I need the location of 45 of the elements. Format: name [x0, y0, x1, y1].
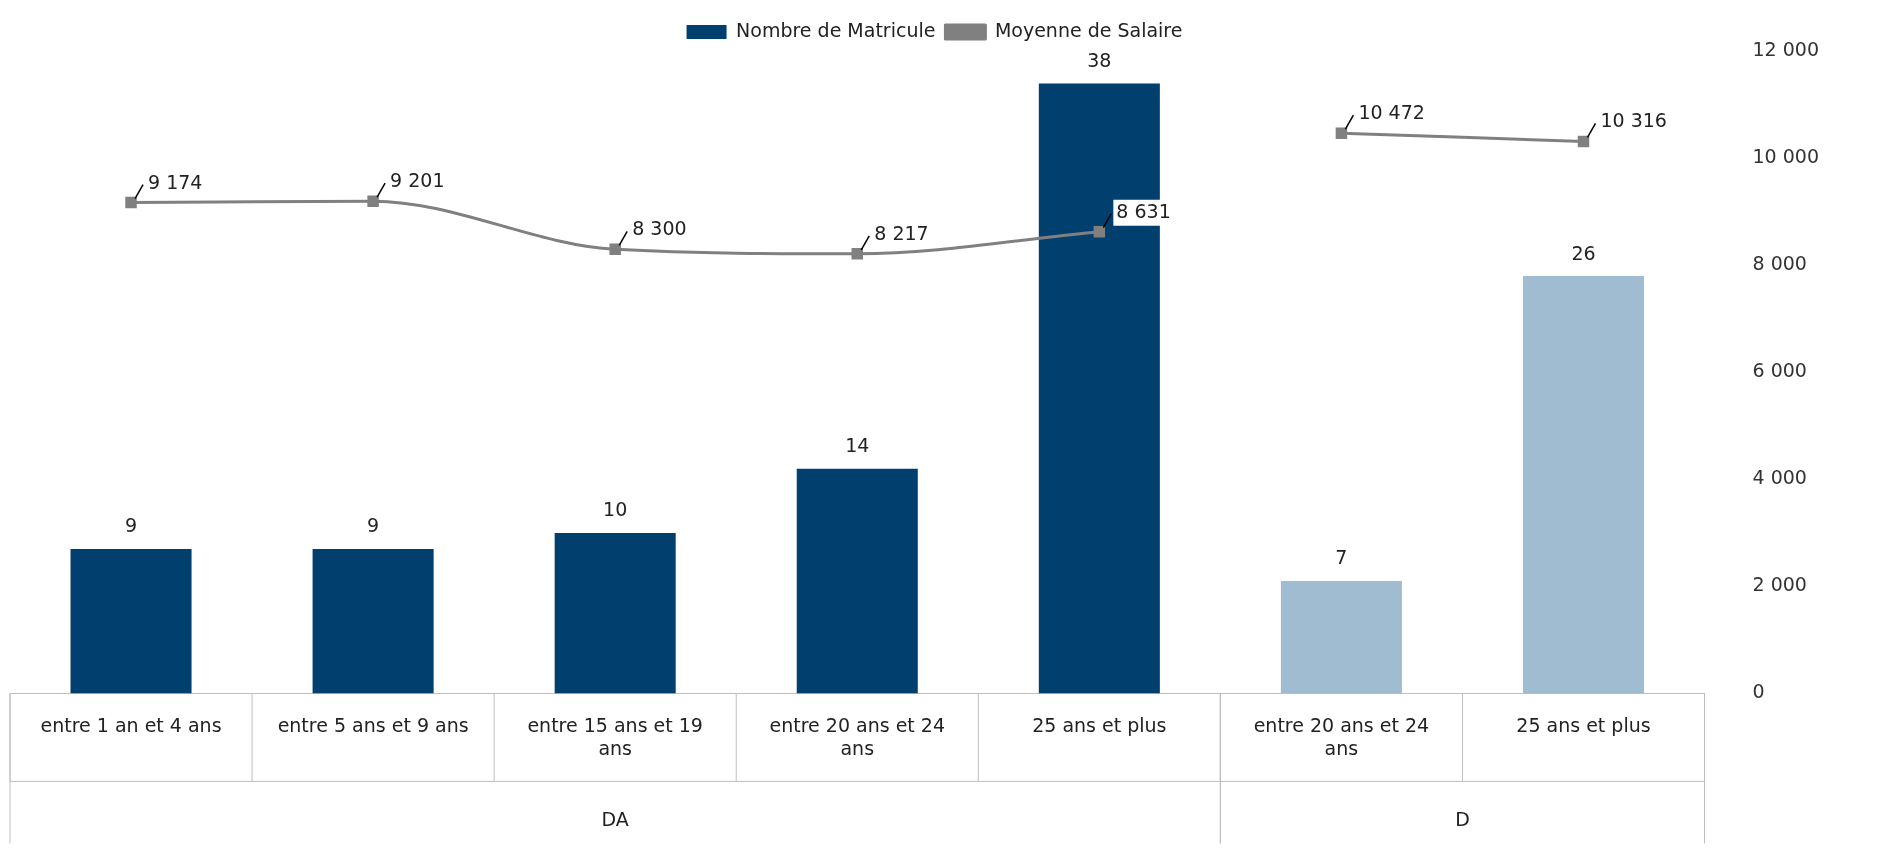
bar	[554, 532, 676, 694]
point	[609, 243, 621, 256]
bar	[312, 548, 434, 694]
x-tick-label: entre 15 ans et 19 ans	[527, 713, 703, 759]
point	[367, 195, 379, 207]
legend-label: Nombre de Matricule	[736, 18, 936, 41]
y2-tick-label: 10 000	[1752, 145, 1819, 168]
point	[1093, 225, 1106, 238]
x-tick-label: 25 ans et plus	[1032, 713, 1167, 736]
y2-tick-label: 0	[1752, 680, 1765, 703]
y2-tick-label: 8 000	[1752, 252, 1807, 275]
data-label: 8 217	[874, 221, 929, 244]
x-tick-label: entre 1 an et 4 ans	[40, 713, 222, 736]
data-label: 9 174	[148, 170, 203, 193]
bar	[796, 468, 918, 694]
data-label: 14	[845, 434, 870, 457]
text: D	[1455, 808, 1470, 831]
text: DA	[601, 808, 629, 831]
point	[125, 196, 137, 209]
x-tick-label: entre 20 ans et 24 ans	[1253, 713, 1430, 759]
data-label: 26	[1571, 241, 1596, 264]
bar	[1280, 581, 1402, 694]
data-label: 9	[124, 514, 138, 537]
data-label: 10	[603, 498, 628, 521]
y2-tick-label: 6 000	[1752, 359, 1807, 382]
data-label: 38	[1087, 48, 1112, 71]
bar	[70, 548, 192, 694]
legend-label: Moyenne de Salaire	[994, 18, 1183, 41]
x-tick-label: 25 ans et plus	[1516, 713, 1651, 736]
data-label: 7	[1335, 546, 1348, 569]
data-label: 10 316	[1600, 109, 1667, 132]
x-tick-label: entre 20 ans et 24 ans	[769, 713, 946, 759]
data-label: 9	[367, 514, 380, 537]
bar	[1522, 276, 1644, 694]
data-label: 8 300	[632, 217, 687, 240]
data-label: 10 472	[1358, 101, 1425, 124]
data-label: 9 201	[390, 169, 445, 192]
point	[851, 248, 863, 260]
y2-tick-label: 12 000	[1752, 38, 1819, 61]
point	[1335, 127, 1348, 139]
x-tick-label: entre 5 ans et 9 ans	[277, 713, 469, 736]
point	[1577, 135, 1590, 148]
y2-tick-label: 4 000	[1752, 466, 1807, 489]
data-label: 8 631	[1116, 199, 1171, 222]
y2-tick-label: 2 000	[1752, 573, 1807, 596]
